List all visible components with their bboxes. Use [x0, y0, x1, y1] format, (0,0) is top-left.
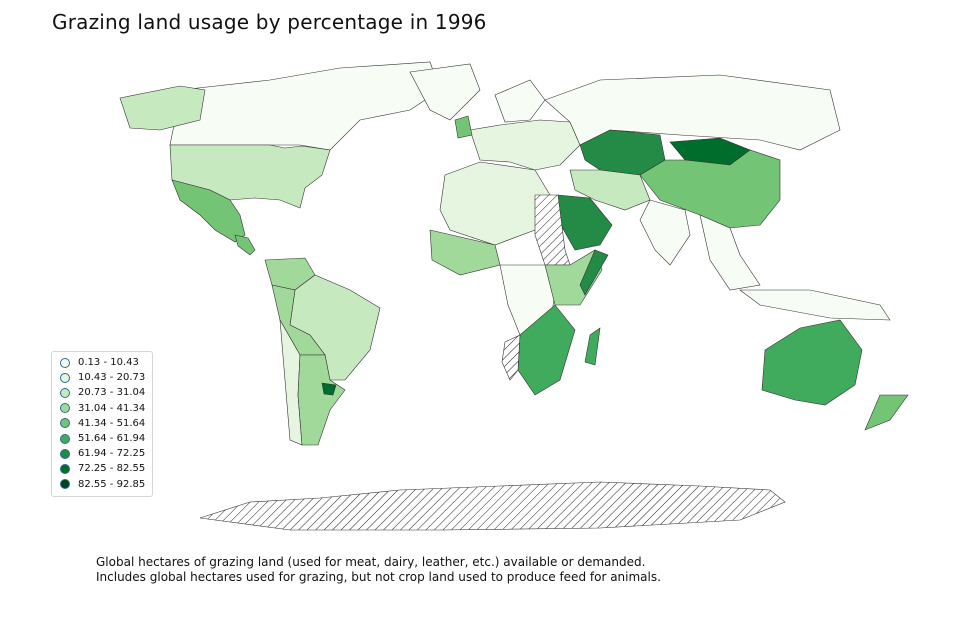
- europe-region: [469, 119, 581, 171]
- map-caption: Global hectares of grazing land (used fo…: [96, 555, 661, 585]
- china-region: [639, 149, 781, 229]
- legend-item: 82.55 - 92.85: [52, 477, 152, 492]
- legend-item: 10.43 - 20.73: [52, 370, 152, 385]
- india-region: [639, 199, 691, 266]
- legend-swatch: [60, 463, 70, 474]
- madagascar-region: [584, 327, 601, 366]
- legend-item: 0.13 - 10.43: [52, 355, 152, 370]
- legend-item: 31.04 - 41.34: [52, 401, 152, 416]
- alaska-region: [119, 85, 206, 131]
- map-legend: 0.13 - 10.43 10.43 - 20.73 20.73 - 31.04…: [51, 351, 153, 497]
- legend-swatch: [60, 448, 70, 459]
- legend-label: 82.55 - 92.85: [78, 478, 146, 490]
- caption-line-2: Includes global hectares used for grazin…: [96, 570, 661, 584]
- legend-item: 61.94 - 72.25: [52, 446, 152, 461]
- legend-label: 0.13 - 10.43: [78, 357, 139, 369]
- world-choropleth-map: [119, 61, 909, 531]
- legend-label: 61.94 - 72.25: [78, 448, 146, 460]
- scandinavia-region: [494, 79, 546, 123]
- legend-label: 31.04 - 41.34: [78, 402, 146, 414]
- legend-swatch: [60, 357, 70, 368]
- legend-item: 41.34 - 51.64: [52, 416, 152, 431]
- legend-swatch: [60, 479, 70, 490]
- legend-swatch: [60, 372, 70, 383]
- map-title: Grazing land usage by percentage in 1996: [52, 10, 487, 34]
- greenland-region: [409, 63, 481, 121]
- russia-region: [544, 74, 841, 151]
- somalia-region: [579, 249, 609, 296]
- southeast-asia-region: [699, 214, 761, 291]
- west-africa-region: [429, 229, 501, 276]
- uruguay-region: [321, 382, 337, 396]
- legend-item: 72.25 - 82.55: [52, 461, 152, 476]
- new-zealand-region: [864, 394, 909, 431]
- legend-item: 51.64 - 61.94: [52, 431, 152, 446]
- legend-label: 20.73 - 31.04: [78, 387, 146, 399]
- legend-label: 41.34 - 51.64: [78, 417, 146, 429]
- namibia-region: [501, 334, 521, 381]
- argentina-region: [297, 354, 346, 446]
- indonesia-region: [739, 289, 891, 321]
- legend-swatch: [60, 418, 70, 429]
- legend-label: 72.25 - 82.55: [78, 463, 146, 475]
- australia-region: [761, 319, 863, 406]
- legend-label: 10.43 - 20.73: [78, 372, 146, 384]
- antarctica-region: [199, 481, 786, 531]
- central-america-region: [234, 234, 256, 256]
- middle-east-region: [569, 169, 651, 211]
- legend-swatch: [60, 403, 70, 414]
- legend-item: 20.73 - 31.04: [52, 385, 152, 400]
- legend-swatch: [60, 387, 70, 398]
- legend-label: 51.64 - 61.94: [78, 433, 146, 445]
- canada-region: [169, 61, 441, 151]
- uk-region: [454, 115, 473, 139]
- north-africa-region: [439, 161, 551, 246]
- legend-swatch: [60, 433, 70, 444]
- caption-line-1: Global hectares of grazing land (used fo…: [96, 555, 646, 569]
